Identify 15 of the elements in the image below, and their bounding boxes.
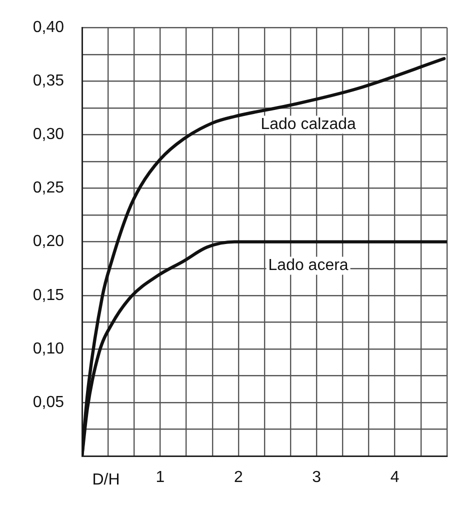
y-tick-label: 0,40: [32, 19, 64, 36]
y-tick-label: 0,10: [32, 340, 64, 358]
x-axis-title: D/H: [92, 471, 120, 488]
y-tick-label: 0,20: [32, 233, 64, 250]
x-tick-label: 1: [156, 469, 165, 486]
series-label: Lado acera: [268, 257, 348, 274]
y-tick-label: 0,30: [32, 126, 64, 144]
y-tick-label: 0,25: [32, 180, 64, 197]
series-label: Lado calzada: [260, 116, 356, 134]
y-tick-label: 0,15: [32, 286, 64, 304]
x-tick-label: 3: [312, 469, 322, 486]
x-tick-label: 2: [234, 469, 243, 486]
y-tick-label: 0,05: [32, 394, 64, 411]
x-tick-label: 4: [390, 469, 400, 486]
y-tick-label: 0,35: [32, 72, 64, 90]
